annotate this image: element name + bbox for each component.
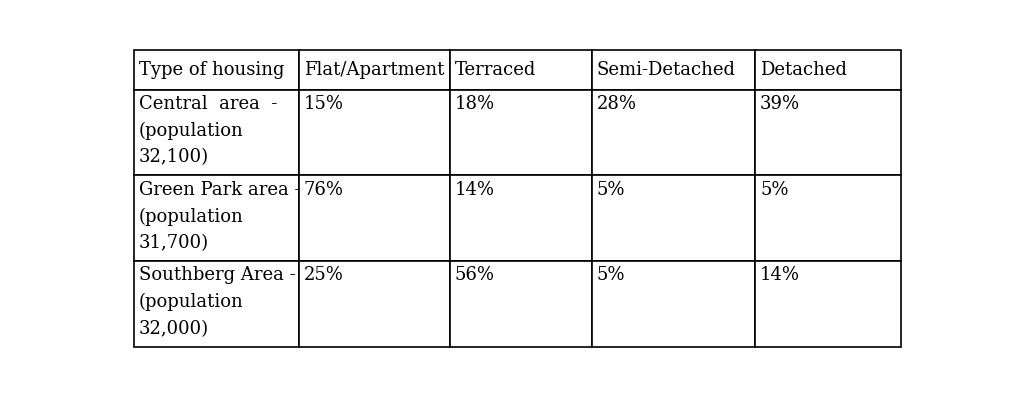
Text: 28%: 28% bbox=[597, 95, 636, 113]
Text: Terraced: Terraced bbox=[454, 61, 536, 79]
Bar bbox=[755, 261, 901, 347]
Bar bbox=[592, 175, 755, 261]
Bar bbox=[299, 50, 450, 90]
Text: Green Park area -
(population
31,700): Green Park area - (population 31,700) bbox=[138, 181, 300, 252]
Text: 18%: 18% bbox=[454, 95, 495, 113]
Bar bbox=[134, 90, 299, 175]
Text: 25%: 25% bbox=[304, 266, 343, 285]
Text: Central  area  -
(population
32,100): Central area - (population 32,100) bbox=[138, 95, 277, 166]
Text: 5%: 5% bbox=[597, 266, 625, 285]
Text: 76%: 76% bbox=[304, 181, 343, 199]
Text: 14%: 14% bbox=[761, 266, 800, 285]
Bar bbox=[134, 175, 299, 261]
Bar bbox=[755, 50, 901, 90]
Text: 5%: 5% bbox=[597, 181, 625, 199]
Text: 39%: 39% bbox=[761, 95, 800, 113]
Bar bbox=[134, 261, 299, 347]
Text: 5%: 5% bbox=[761, 181, 789, 199]
Text: Flat/Apartment: Flat/Apartment bbox=[304, 61, 444, 79]
Bar bbox=[299, 175, 450, 261]
Text: Semi-Detached: Semi-Detached bbox=[597, 61, 735, 79]
Bar bbox=[592, 90, 755, 175]
Bar bbox=[755, 175, 901, 261]
Bar bbox=[592, 261, 755, 347]
Bar bbox=[450, 261, 592, 347]
Bar bbox=[592, 50, 755, 90]
Bar bbox=[450, 50, 592, 90]
Bar bbox=[450, 175, 592, 261]
Text: 15%: 15% bbox=[304, 95, 343, 113]
Bar bbox=[299, 261, 450, 347]
Text: 14%: 14% bbox=[454, 181, 495, 199]
Bar bbox=[299, 90, 450, 175]
Bar bbox=[755, 90, 901, 175]
Bar bbox=[450, 90, 592, 175]
Text: Detached: Detached bbox=[761, 61, 847, 79]
Text: Southberg Area -
(population
32,000): Southberg Area - (population 32,000) bbox=[138, 266, 295, 338]
Text: 56%: 56% bbox=[454, 266, 495, 285]
Text: Type of housing: Type of housing bbox=[138, 61, 284, 79]
Bar bbox=[134, 50, 299, 90]
